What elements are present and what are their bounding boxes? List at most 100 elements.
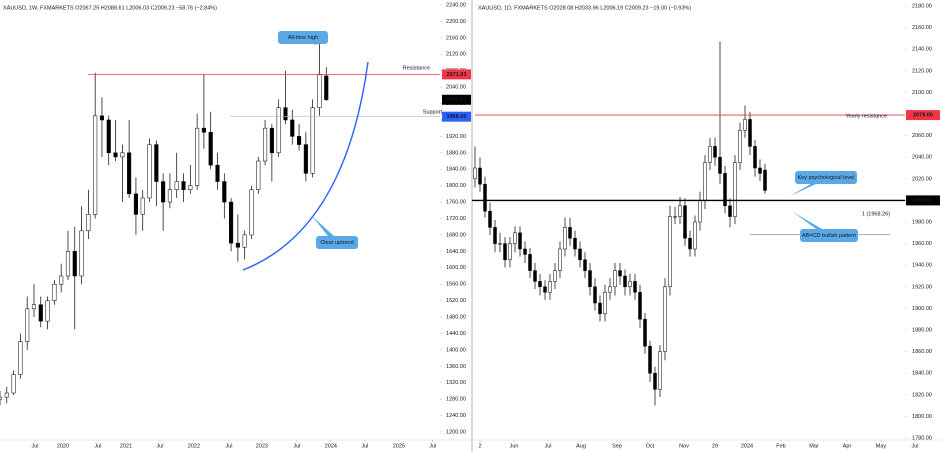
candle-body — [488, 210, 492, 228]
y-tick-label: 1520.00 — [446, 298, 466, 304]
candle-body — [283, 107, 288, 121]
x-tick-label: 2025 — [393, 443, 405, 449]
candle-body — [208, 132, 213, 166]
candle-body — [658, 351, 662, 390]
candle-body — [72, 251, 77, 277]
candle-body — [290, 119, 295, 137]
candle-body — [663, 286, 667, 352]
candle-body — [86, 214, 91, 232]
x-tick-label: 2024 — [741, 443, 753, 449]
candle-body — [718, 156, 722, 174]
y-tick-label: 1920.00 — [912, 284, 932, 290]
x-tick-label: Sep — [612, 443, 622, 449]
x-tick-label: Jun — [510, 443, 519, 449]
candle-body — [613, 270, 617, 288]
candle-body — [473, 167, 477, 180]
candle-body — [235, 242, 240, 248]
candle-body — [678, 205, 682, 217]
y-tick-label: 2180.00 — [912, 3, 932, 9]
candle-body — [538, 281, 542, 288]
candle-body — [269, 127, 274, 154]
left-plot — [0, 41, 440, 406]
x-tick-label: May — [876, 443, 887, 449]
candle-body — [0, 396, 3, 400]
candle-body — [310, 107, 315, 174]
y-tick-label: 1840.00 — [446, 167, 466, 173]
candle-body — [568, 227, 572, 239]
candle-body — [743, 119, 747, 131]
candle-body — [79, 230, 84, 277]
candle-body — [38, 304, 43, 322]
candle-body — [493, 227, 497, 244]
candle-body — [533, 270, 537, 282]
x-tick-label: Jul — [361, 443, 368, 449]
candle-body — [618, 270, 622, 277]
x-tick-label: 2021 — [120, 443, 132, 449]
candle-body — [653, 372, 657, 390]
callout-text: Key psychological level — [798, 175, 855, 181]
candle-body — [633, 281, 637, 293]
callout-text: All-time high — [288, 35, 318, 41]
candle-body — [31, 304, 37, 310]
candle-body — [4, 392, 9, 398]
candle-body — [215, 164, 220, 182]
candle-body — [603, 291, 607, 315]
candle-body — [738, 129, 742, 163]
y-tick-label: 1680.00 — [446, 232, 466, 238]
candle-body — [553, 270, 557, 282]
x-tick-label: Feb — [776, 443, 785, 449]
callout-box — [316, 236, 358, 249]
x-tick-label: Jul — [94, 443, 101, 449]
candle-body — [683, 205, 687, 239]
y-tick-label: 2240.00 — [446, 2, 466, 8]
candle-body — [698, 200, 702, 223]
candle-body — [528, 254, 532, 271]
y-tick-label: 1800.00 — [912, 414, 932, 420]
chart-header: XAUUSD, 1W, FXMARKETS O2067.25 H2088.61 … — [3, 5, 217, 11]
x-tick-label: Oct — [646, 443, 655, 449]
callout-text: AB=CD bullish pattern — [802, 233, 856, 239]
candle-body — [99, 115, 105, 121]
x-tick-label: Mar — [809, 443, 819, 449]
candle-body — [256, 160, 261, 191]
candle-body — [65, 251, 71, 277]
candle-body — [478, 167, 482, 185]
y-tick-label: 1860.00 — [912, 349, 932, 355]
candle-body — [558, 248, 562, 271]
candle-body — [563, 227, 567, 250]
y-tick-label: 1320.00 — [446, 380, 466, 386]
callout-text: Clear uptrend — [320, 240, 353, 246]
level-label: 1 (1968.26) — [862, 211, 890, 217]
candle-body — [147, 144, 152, 199]
candle-body — [753, 146, 757, 169]
candle-body — [638, 291, 642, 320]
x-tick-label: Jul — [225, 443, 232, 449]
candle-body — [693, 221, 697, 250]
candle-body — [608, 286, 612, 293]
candle-body — [583, 259, 587, 271]
candle-body — [120, 152, 125, 158]
y-tick-label: 2160.00 — [446, 35, 466, 41]
candle-body — [303, 144, 308, 174]
candle-body — [713, 146, 717, 158]
candle-body — [174, 181, 179, 191]
y-tick-label: 2140.00 — [912, 47, 932, 53]
overlay: XAUUSD, 1W, FXMARKETS O2067.25 H2088.61 … — [3, 2, 940, 449]
candle-body — [11, 374, 16, 394]
level-name: Resistance — [403, 65, 430, 71]
candle-body — [52, 283, 57, 301]
callout-box — [278, 31, 328, 44]
x-tick-label: 2022 — [188, 443, 200, 449]
x-tick-label: Jul — [544, 443, 551, 449]
candle-body — [513, 232, 517, 244]
y-tick-label: 2040.00 — [912, 155, 932, 161]
y-tick-label: 1600.00 — [446, 265, 466, 271]
candle-body — [728, 205, 732, 217]
candle-body — [508, 243, 512, 261]
y-tick-label: 2120.00 — [446, 52, 466, 58]
candle-body — [503, 243, 507, 261]
candle-body — [106, 119, 111, 154]
candle-body — [229, 201, 234, 244]
y-tick-label: 2040.00 — [446, 85, 466, 91]
